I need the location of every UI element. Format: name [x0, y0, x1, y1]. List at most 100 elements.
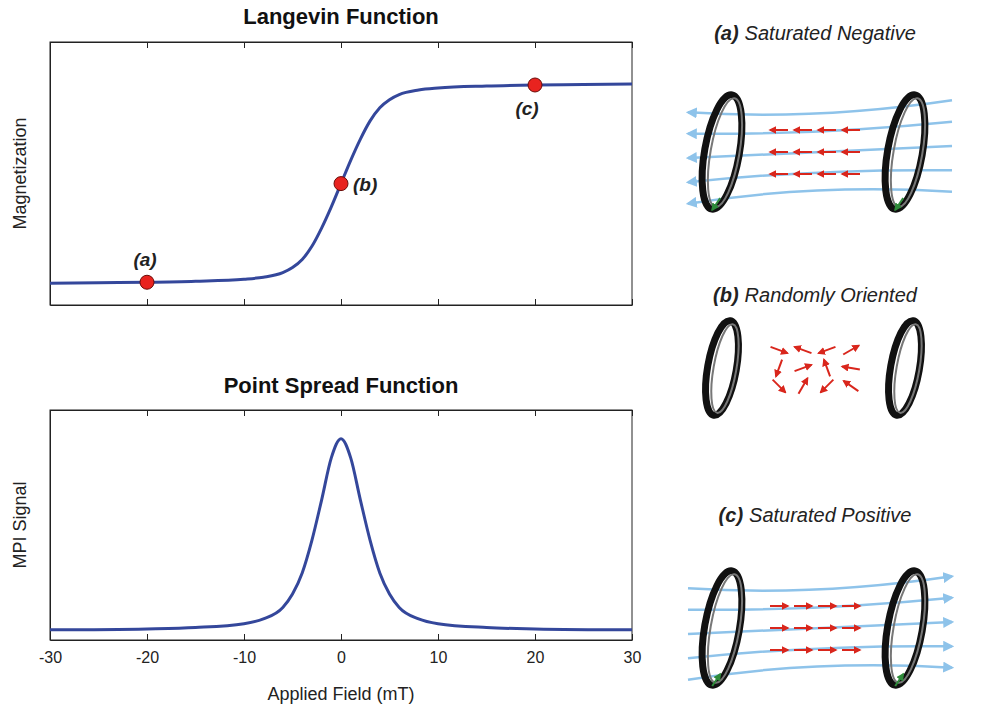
- moment-arrow: [818, 129, 836, 131]
- plot-frame: [50, 410, 632, 640]
- tick-mark: [438, 634, 439, 640]
- moment-arrow: [770, 151, 788, 153]
- x-axis: [51, 299, 633, 306]
- moment-arrow: [818, 649, 836, 651]
- tick: [147, 299, 148, 305]
- tick-label: -10: [233, 649, 256, 666]
- tick: [632, 42, 633, 48]
- moment-arrow: [776, 360, 782, 377]
- tick: [341, 299, 342, 305]
- illustration-label: (a)Saturated Negative: [714, 22, 916, 44]
- y-axis-title: MPI Signal: [10, 481, 30, 568]
- chart-panel: -30-20-100102030Point Spread FunctionMPI…: [10, 373, 642, 704]
- tick: 10: [430, 634, 448, 666]
- illustration-title: Saturated Negative: [745, 22, 916, 44]
- data-point: [140, 275, 154, 289]
- field-line: [688, 598, 952, 610]
- figure: (a)(b)(c)Langevin FunctionMagnetization-…: [0, 0, 982, 727]
- moment-arrow: [770, 649, 788, 651]
- coil-inner: [706, 322, 744, 415]
- illustration: (a)Saturated Negative: [688, 22, 952, 212]
- moment-arrow: [795, 347, 812, 353]
- moment-arrow: [821, 380, 834, 393]
- moment-arrow: [842, 173, 860, 175]
- moment-arrow: [795, 365, 812, 371]
- tick-mark: [438, 42, 439, 48]
- tick: [535, 42, 536, 48]
- tick: 0: [337, 634, 346, 666]
- data-line: [50, 439, 632, 630]
- data-point: [334, 177, 348, 191]
- moment-arrow: [842, 151, 860, 153]
- tick-mark: [244, 299, 245, 305]
- field-line: [688, 146, 952, 158]
- current-arrow: [712, 198, 720, 210]
- illustration-letter: (c): [719, 504, 744, 526]
- moment-arrow: [794, 627, 812, 629]
- tick-mark: [244, 410, 245, 416]
- x-axis-title: Applied Field (mT): [267, 684, 414, 704]
- tick-label: 10: [430, 649, 448, 666]
- tick-mark: [244, 42, 245, 48]
- tick-label: 30: [624, 649, 642, 666]
- tick: 20: [527, 634, 545, 666]
- current-arrow: [895, 674, 903, 686]
- tick-mark: [341, 410, 342, 416]
- moment-arrow: [842, 366, 860, 369]
- coil-inner: [701, 96, 748, 209]
- illustration-label: (b)Randomly Oriented: [713, 284, 918, 306]
- moment-arrow: [770, 173, 788, 175]
- moment-arrow: [819, 347, 836, 353]
- coil-inner: [884, 96, 931, 209]
- tick: -20: [136, 634, 159, 666]
- moment-arrow: [843, 346, 859, 355]
- y-axis-title: Magnetization: [10, 117, 30, 229]
- coil-inner: [884, 572, 931, 685]
- moment-arrow: [824, 360, 830, 377]
- moment-arrow: [773, 380, 786, 393]
- tick: [438, 42, 439, 48]
- x-axis: [51, 42, 633, 48]
- tick-mark: [244, 634, 245, 640]
- moment-arrow: [842, 627, 860, 629]
- x-axis: -30 -20 -10 0 10 20 30: [39, 634, 642, 666]
- tick: [244, 42, 245, 48]
- moment-arrow: [842, 649, 860, 651]
- moment-arrow: [771, 347, 788, 353]
- tick: [244, 410, 245, 416]
- tick-mark: [147, 410, 148, 416]
- tick: [438, 299, 439, 305]
- tick-mark: [632, 42, 633, 48]
- moment-arrow: [842, 605, 860, 607]
- tick-mark: [147, 42, 148, 48]
- tick: -10: [233, 634, 256, 666]
- coil: [695, 568, 749, 688]
- illustration: (c)Saturated Positive: [688, 504, 952, 688]
- annotation: (b): [353, 174, 377, 195]
- tick-mark: [438, 299, 439, 305]
- moment-arrow: [842, 129, 860, 131]
- field-line: [688, 622, 952, 634]
- tick-mark: [632, 634, 633, 640]
- moment-arrow: [844, 381, 859, 391]
- tick-label: -30: [39, 649, 62, 666]
- tick-label: -20: [136, 649, 159, 666]
- illustration-label: (c)Saturated Positive: [719, 504, 912, 526]
- plot-area: [50, 78, 632, 289]
- tick-mark: [147, 634, 148, 640]
- coil-inner: [701, 572, 748, 685]
- chart-title: Langevin Function: [243, 4, 439, 29]
- tick: [341, 42, 342, 48]
- tick-label: 20: [527, 649, 545, 666]
- axis-line: [51, 305, 633, 306]
- tick-mark: [341, 299, 342, 305]
- illustration-title: Randomly Oriented: [745, 284, 918, 306]
- tick-mark: [632, 299, 633, 305]
- moment-arrow: [794, 129, 812, 131]
- tick: [632, 410, 633, 416]
- moment-arrow: [818, 173, 836, 175]
- tick: [632, 299, 633, 305]
- tick-mark: [438, 410, 439, 416]
- data-line: [50, 84, 632, 283]
- field-line: [688, 122, 952, 134]
